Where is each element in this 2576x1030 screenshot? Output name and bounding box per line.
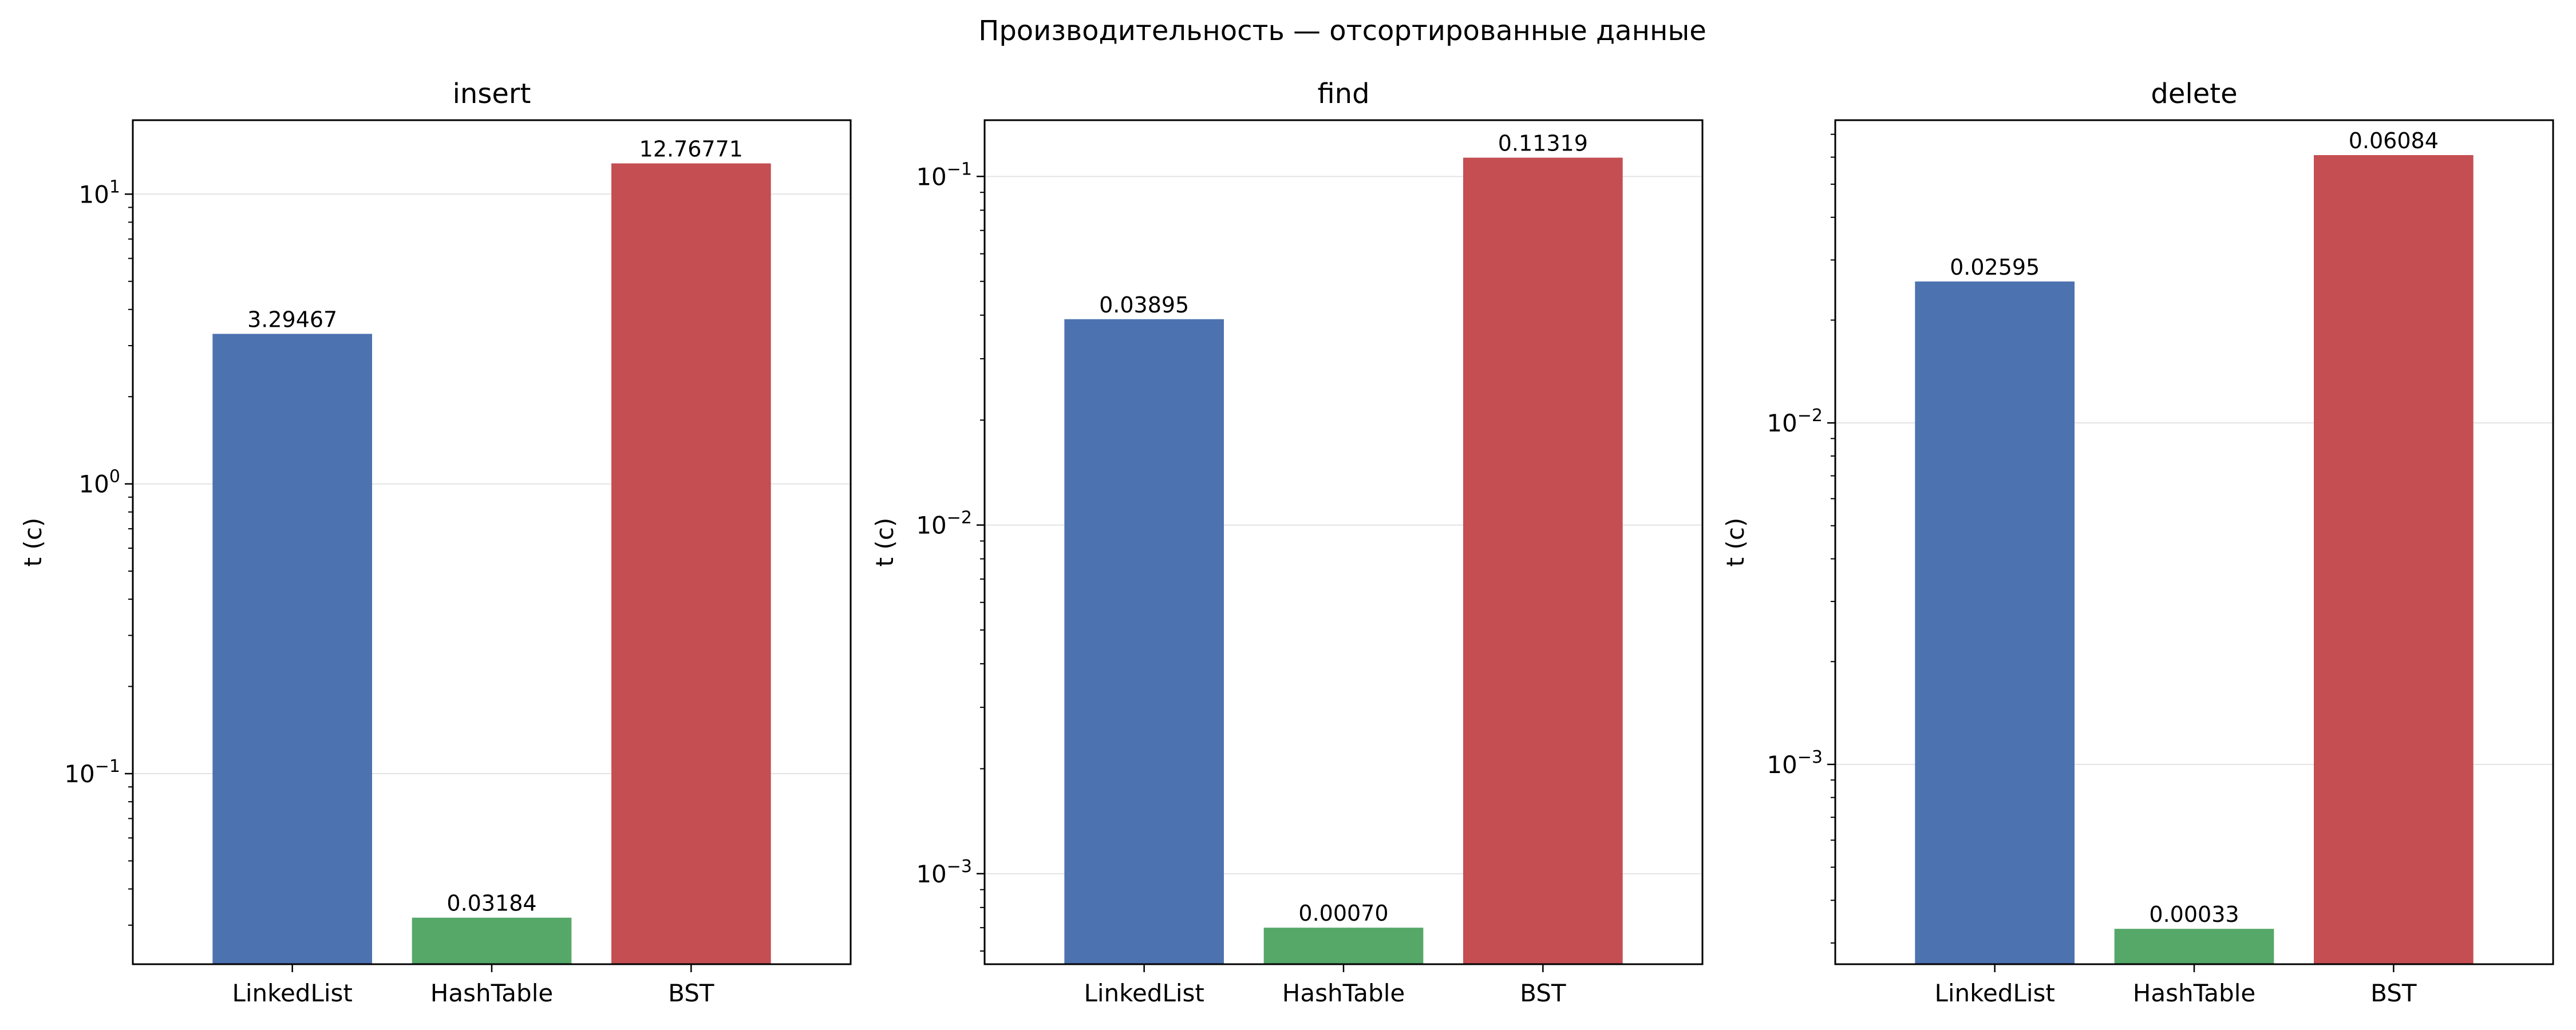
bar-BST [611,163,771,964]
subplot-title: delete [2151,78,2237,110]
y-tick-label: 100 [78,467,120,498]
x-tick-label: HashTable [2133,979,2255,1007]
bar-HashTable [2114,929,2274,964]
y-tick-label: 10−2 [1767,406,1823,437]
x-tick-label: BST [1520,979,1566,1007]
bar-BST [1463,157,1623,964]
axes-frame [983,119,1704,965]
bar-HashTable [1263,928,1424,964]
subplot-insert: 10−1 100 101 3.29467 LinkedList 0.03184 HashTa… [19,78,852,1007]
bar-value-label: 0.11319 [1498,131,1588,156]
bar-value-label: 0.02595 [1950,255,2040,280]
bar-value-label: 0.03895 [1099,292,1189,318]
bar-LinkedList [212,334,372,964]
y-tick-label: 10−1 [916,159,972,191]
y-tick-label: 10−2 [916,508,972,540]
bar-BST [2314,155,2474,964]
subplot-delete: 10−3 10−2 0.02595 LinkedList 0.00033 HashTabl… [1721,78,2554,1007]
axes-frame [132,119,852,965]
bar-HashTable [412,917,572,964]
y-axis-label: t (c) [19,518,47,567]
x-tick-label: HashTable [430,979,553,1007]
x-tick-label: BST [668,979,714,1007]
bar-value-label: 0.00033 [2149,902,2239,927]
bar-value-label: 0.06084 [2349,128,2439,153]
y-tick-label: 10−3 [1767,747,1823,779]
subplot-title: insert [453,78,531,110]
x-tick-label: LinkedList [232,979,352,1007]
x-tick-label: HashTable [1282,979,1405,1007]
x-tick-label: BST [2370,979,2417,1007]
y-axis-label: t (c) [871,518,899,567]
bar-value-label: 3.29467 [247,307,337,332]
subplot-title: find [1317,78,1369,110]
bar-value-label: 12.76771 [639,137,743,162]
bar-value-label: 0.03184 [447,891,536,916]
x-tick-label: LinkedList [1084,979,1204,1007]
subplot-find: 10−3 10−2 10−1 0.03895 LinkedList 0.00070 Hash… [871,78,1704,1007]
x-tick-label: LinkedList [1934,979,2055,1007]
bar-LinkedList [1064,319,1224,964]
y-tick-label: 101 [78,177,120,208]
y-tick-label: 10−1 [64,756,120,788]
figure-title: Производительность — отсортированные дан… [978,15,1706,47]
bar-LinkedList [1915,281,2075,965]
bar-value-label: 0.00070 [1298,901,1388,926]
y-tick-label: 10−3 [916,857,972,888]
y-axis-label: t (c) [1721,518,1749,567]
axes-frame [1834,119,2554,965]
